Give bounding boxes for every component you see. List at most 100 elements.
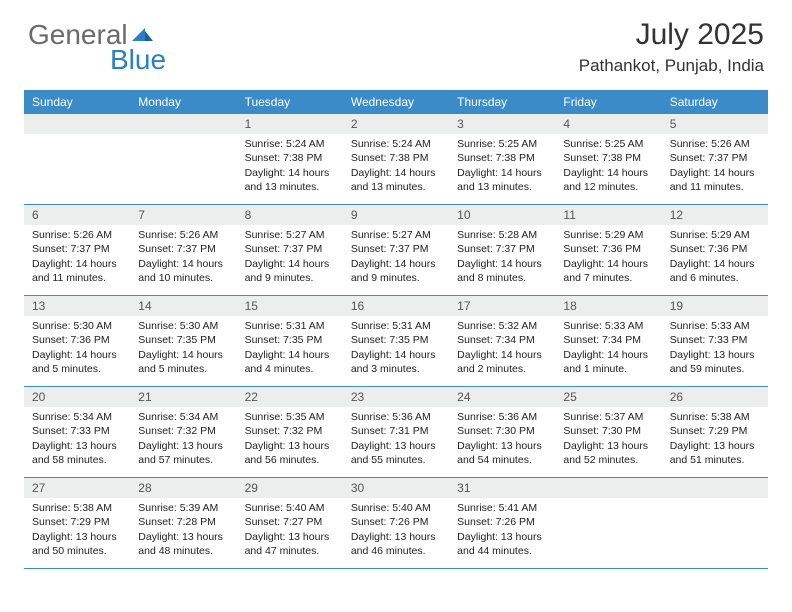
day-content: Sunrise: 5:27 AMSunset: 7:37 PMDaylight:… [237, 225, 343, 291]
daylight-text: Daylight: 13 hours and 51 minutes. [670, 439, 760, 467]
day-cell: 25Sunrise: 5:37 AMSunset: 7:30 PMDayligh… [555, 387, 661, 477]
day-content: Sunrise: 5:32 AMSunset: 7:34 PMDaylight:… [449, 316, 555, 382]
sunrise-text: Sunrise: 5:29 AM [563, 228, 653, 242]
day-number: 22 [237, 387, 343, 407]
day-number: 6 [24, 205, 130, 225]
daylight-text: Daylight: 14 hours and 13 minutes. [351, 166, 441, 194]
day-number: 9 [343, 205, 449, 225]
day-header-wed: Wednesday [343, 90, 449, 114]
day-cell [24, 114, 130, 204]
day-cell [130, 114, 236, 204]
sunset-text: Sunset: 7:38 PM [563, 151, 653, 165]
sunset-text: Sunset: 7:35 PM [245, 333, 335, 347]
sunrise-text: Sunrise: 5:39 AM [138, 501, 228, 515]
sunset-text: Sunset: 7:37 PM [245, 242, 335, 256]
daylight-text: Daylight: 13 hours and 57 minutes. [138, 439, 228, 467]
sunrise-text: Sunrise: 5:34 AM [138, 410, 228, 424]
day-content: Sunrise: 5:24 AMSunset: 7:38 PMDaylight:… [237, 134, 343, 200]
daylight-text: Daylight: 13 hours and 50 minutes. [32, 530, 122, 558]
day-content: Sunrise: 5:29 AMSunset: 7:36 PMDaylight:… [662, 225, 768, 291]
sunrise-text: Sunrise: 5:26 AM [32, 228, 122, 242]
daylight-text: Daylight: 14 hours and 7 minutes. [563, 257, 653, 285]
day-number: 12 [662, 205, 768, 225]
day-header-thu: Thursday [449, 90, 555, 114]
day-number: 18 [555, 296, 661, 316]
logo-triangle-icon [132, 18, 154, 46]
sunset-text: Sunset: 7:37 PM [32, 242, 122, 256]
daylight-text: Daylight: 14 hours and 9 minutes. [351, 257, 441, 285]
day-number: 31 [449, 478, 555, 498]
day-number: 11 [555, 205, 661, 225]
day-content: Sunrise: 5:34 AMSunset: 7:33 PMDaylight:… [24, 407, 130, 473]
sunrise-text: Sunrise: 5:32 AM [457, 319, 547, 333]
sunrise-text: Sunrise: 5:38 AM [32, 501, 122, 515]
weeks-container: 1Sunrise: 5:24 AMSunset: 7:38 PMDaylight… [24, 114, 768, 569]
day-cell [555, 478, 661, 568]
day-content: Sunrise: 5:26 AMSunset: 7:37 PMDaylight:… [662, 134, 768, 200]
day-content: Sunrise: 5:37 AMSunset: 7:30 PMDaylight:… [555, 407, 661, 473]
day-cell: 27 Sunrise: 5:38 AMSunset: 7:29 PMDayligh… [24, 478, 130, 568]
day-content: Sunrise: 5:36 AMSunset: 7:31 PMDaylight:… [343, 407, 449, 473]
day-number: 29 [237, 478, 343, 498]
sunset-text: Sunset: 7:36 PM [670, 242, 760, 256]
header: GeneralBlue July 2025 Pathankot, Punjab,… [0, 0, 792, 82]
sunrise-text: Sunrise: 5:35 AM [245, 410, 335, 424]
sunrise-text: Sunrise: 5:28 AM [457, 228, 547, 242]
sunrise-text: Sunrise: 5:33 AM [670, 319, 760, 333]
day-cell: 21Sunrise: 5:34 AMSunset: 7:32 PMDayligh… [130, 387, 236, 477]
sunset-text: Sunset: 7:30 PM [457, 424, 547, 438]
sunset-text: Sunset: 7:28 PM [138, 515, 228, 529]
day-number: 27 [24, 478, 130, 498]
day-content: Sunrise: 5:33 AMSunset: 7:33 PMDaylight:… [662, 316, 768, 382]
daylight-text: Daylight: 14 hours and 9 minutes. [245, 257, 335, 285]
sunset-text: Sunset: 7:36 PM [32, 333, 122, 347]
sunset-text: Sunset: 7:26 PM [351, 515, 441, 529]
week-row: 6Sunrise: 5:26 AMSunset: 7:37 PMDaylight… [24, 205, 768, 296]
day-number: 13 [24, 296, 130, 316]
day-content: Sunrise: 5:40 AMSunset: 7:27 PMDaylight:… [237, 498, 343, 564]
day-cell: 26Sunrise: 5:38 AMSunset: 7:29 PMDayligh… [662, 387, 768, 477]
day-cell: 30Sunrise: 5:40 AMSunset: 7:26 PMDayligh… [343, 478, 449, 568]
day-content: Sunrise: 5:33 AMSunset: 7:34 PMDaylight:… [555, 316, 661, 382]
day-cell: 28Sunrise: 5:39 AMSunset: 7:28 PMDayligh… [130, 478, 236, 568]
sunset-text: Sunset: 7:26 PM [457, 515, 547, 529]
day-cell: 4Sunrise: 5:25 AMSunset: 7:38 PMDaylight… [555, 114, 661, 204]
title-block: July 2025 Pathankot, Punjab, India [579, 18, 764, 76]
sunrise-text: Sunrise: 5:31 AM [245, 319, 335, 333]
sunset-text: Sunset: 7:30 PM [563, 424, 653, 438]
day-cell: 9Sunrise: 5:27 AMSunset: 7:37 PMDaylight… [343, 205, 449, 295]
sunset-text: Sunset: 7:38 PM [351, 151, 441, 165]
sunrise-text: Sunrise: 5:30 AM [138, 319, 228, 333]
day-header-sun: Sunday [24, 90, 130, 114]
daylight-text: Daylight: 13 hours and 55 minutes. [351, 439, 441, 467]
daylight-text: Daylight: 14 hours and 11 minutes. [670, 166, 760, 194]
day-cell: 11Sunrise: 5:29 AMSunset: 7:36 PMDayligh… [555, 205, 661, 295]
day-cell: 17Sunrise: 5:32 AMSunset: 7:34 PMDayligh… [449, 296, 555, 386]
day-header-sat: Saturday [662, 90, 768, 114]
sunrise-text: Sunrise: 5:36 AM [351, 410, 441, 424]
sunset-text: Sunset: 7:29 PM [670, 424, 760, 438]
sunrise-text: Sunrise: 5:27 AM [245, 228, 335, 242]
day-number: 20 [24, 387, 130, 407]
sunrise-text: Sunrise: 5:26 AM [138, 228, 228, 242]
sunset-text: Sunset: 7:32 PM [138, 424, 228, 438]
day-content: Sunrise: 5:40 AMSunset: 7:26 PMDaylight:… [343, 498, 449, 564]
sunrise-text: Sunrise: 5:34 AM [32, 410, 122, 424]
day-content: Sunrise: 5:29 AMSunset: 7:36 PMDaylight:… [555, 225, 661, 291]
day-content: Sunrise: 5:35 AMSunset: 7:32 PMDaylight:… [237, 407, 343, 473]
day-number: 5 [662, 114, 768, 134]
sunset-text: Sunset: 7:29 PM [32, 515, 122, 529]
day-content: Sunrise: 5:25 AMSunset: 7:38 PMDaylight:… [449, 134, 555, 200]
sunset-text: Sunset: 7:38 PM [245, 151, 335, 165]
sunset-text: Sunset: 7:36 PM [563, 242, 653, 256]
logo-text-blue: Blue [110, 46, 166, 74]
day-cell: 10Sunrise: 5:28 AMSunset: 7:37 PMDayligh… [449, 205, 555, 295]
sunset-text: Sunset: 7:27 PM [245, 515, 335, 529]
daylight-text: Daylight: 14 hours and 1 minute. [563, 348, 653, 376]
sunrise-text: Sunrise: 5:27 AM [351, 228, 441, 242]
sunrise-text: Sunrise: 5:37 AM [563, 410, 653, 424]
day-cell: 1Sunrise: 5:24 AMSunset: 7:38 PMDaylight… [237, 114, 343, 204]
day-number: 7 [130, 205, 236, 225]
sunrise-text: Sunrise: 5:30 AM [32, 319, 122, 333]
sunset-text: Sunset: 7:35 PM [138, 333, 228, 347]
